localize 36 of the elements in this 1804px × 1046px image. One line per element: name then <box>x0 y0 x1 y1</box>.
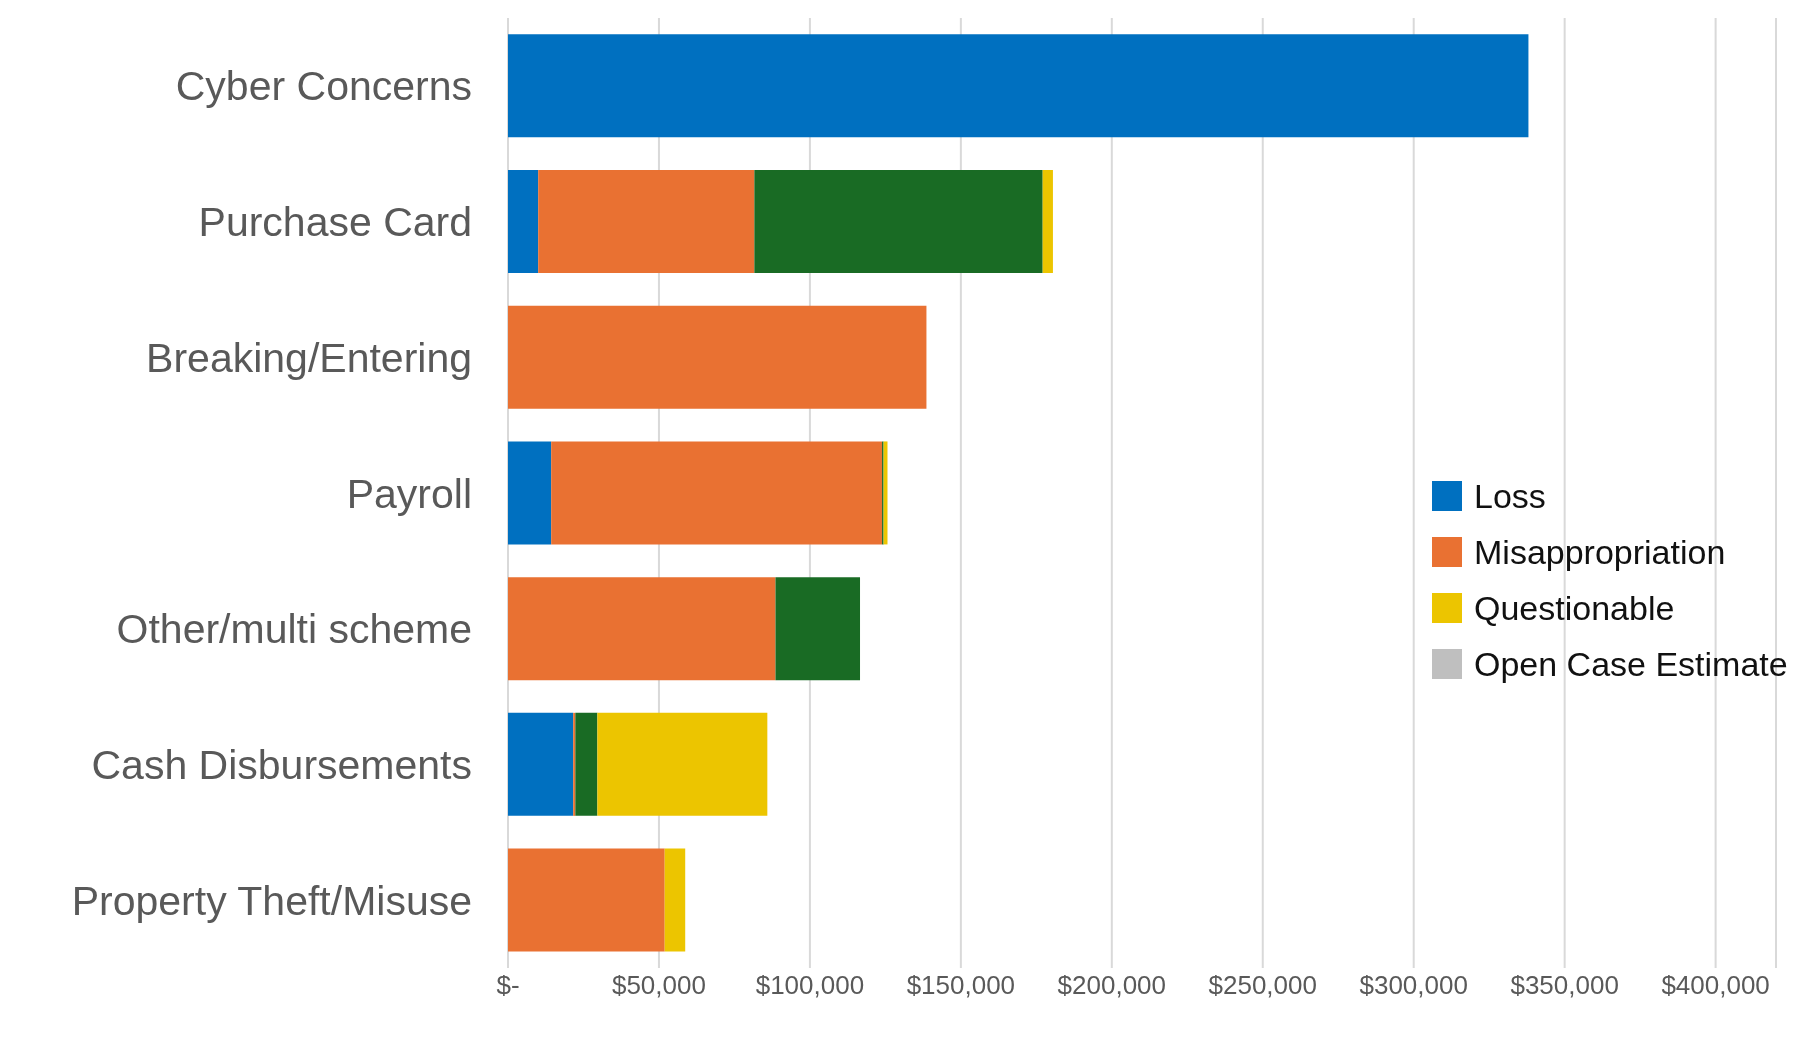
bar <box>551 441 883 545</box>
legend-label: Questionable <box>1474 588 1675 629</box>
bar <box>597 712 768 816</box>
y-tick-label: Other/multi scheme <box>116 606 472 653</box>
x-tick-label: $50,000 <box>611 970 706 1001</box>
legend-label: Loss <box>1474 476 1546 517</box>
bar <box>508 305 927 409</box>
legend-label: Misappropriation <box>1474 532 1726 573</box>
y-tick-label: Breaking/Entering <box>146 334 472 381</box>
x-tick-label: $- <box>496 970 520 1001</box>
bar <box>508 34 1529 138</box>
bar <box>538 170 755 273</box>
bar <box>775 577 861 681</box>
bar <box>508 712 574 816</box>
x-tick-label: $150,000 <box>906 970 1016 1001</box>
y-tick-label: Purchase Card <box>198 199 472 246</box>
bar <box>508 441 552 545</box>
legend-label: Open Case Estimate <box>1474 644 1788 685</box>
x-tick-label: $300,000 <box>1359 970 1468 1001</box>
x-tick-label: $200,000 <box>1057 970 1167 1001</box>
bar <box>575 712 598 816</box>
bar <box>754 170 1043 273</box>
x-tick-label: $350,000 <box>1510 970 1619 1001</box>
y-tick-label: Property Theft/Misuse <box>71 877 472 924</box>
x-tick-label: $400,000 <box>1661 970 1770 1001</box>
x-tick-label: $100,000 <box>755 970 865 1001</box>
y-tick-label: Cash Disbursements <box>91 741 472 788</box>
x-tick-label: $250,000 <box>1208 970 1317 1001</box>
y-tick-label: Cyber Concerns <box>175 63 472 110</box>
bar <box>508 577 776 681</box>
bar <box>508 170 539 273</box>
bar <box>664 848 686 952</box>
bar <box>1042 170 1053 273</box>
bar <box>508 848 665 952</box>
bar <box>573 712 576 816</box>
y-tick-label: Payroll <box>346 470 472 517</box>
